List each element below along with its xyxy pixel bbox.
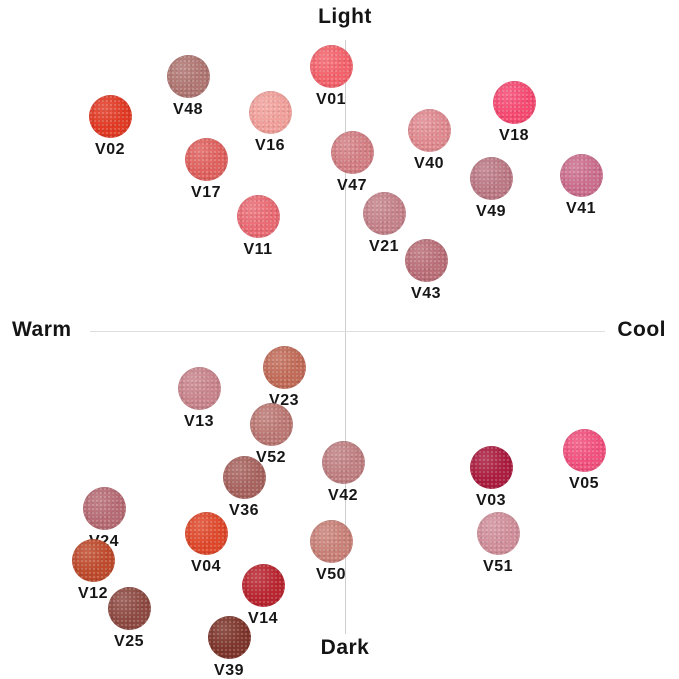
shade-point-v14: V14	[226, 563, 300, 628]
shade-point-v51: V51	[461, 511, 535, 576]
shade-swatch-v49	[469, 156, 513, 200]
shade-label-v41: V41	[566, 199, 596, 217]
shade-label-v18: V18	[499, 126, 529, 144]
shade-point-v02: V02	[73, 94, 147, 159]
shade-swatch-v40	[407, 108, 451, 152]
shade-label-v14: V14	[248, 609, 278, 627]
shade-swatch-v03	[469, 445, 513, 489]
shade-point-v47: V47	[315, 130, 389, 195]
axis-label-cool: Cool	[617, 318, 666, 341]
shade-label-v43: V43	[411, 284, 441, 302]
shade-swatch-v25	[107, 586, 151, 630]
shade-point-v17: V17	[169, 137, 243, 202]
shade-point-v13: V13	[162, 366, 236, 431]
shade-swatch-v04	[184, 511, 228, 555]
shade-swatch-v48	[166, 54, 210, 98]
shade-swatch-v36	[222, 455, 266, 499]
shade-label-v47: V47	[337, 176, 367, 194]
shade-swatch-v51	[476, 511, 520, 555]
shade-label-v04: V04	[191, 557, 221, 575]
shade-swatch-v52	[249, 402, 293, 446]
shade-swatch-v16	[248, 90, 292, 134]
shade-swatch-v12	[71, 538, 115, 582]
shade-point-v25: V25	[92, 586, 166, 651]
shade-label-v12: V12	[78, 584, 108, 602]
shade-swatch-v23	[262, 345, 306, 389]
shade-swatch-v39	[207, 615, 251, 659]
shade-label-v01: V01	[316, 90, 346, 108]
shade-point-v48: V48	[151, 54, 225, 119]
shade-point-v40: V40	[392, 108, 466, 173]
shade-label-v48: V48	[173, 100, 203, 118]
shade-label-v21: V21	[369, 237, 399, 255]
shade-label-v05: V05	[569, 474, 599, 492]
shade-label-v50: V50	[316, 565, 346, 583]
shade-point-v01: V01	[294, 44, 368, 109]
axis-label-dark: Dark	[320, 636, 370, 659]
shade-label-v52: V52	[256, 448, 286, 466]
shade-label-v36: V36	[229, 501, 259, 519]
shade-point-v50: V50	[294, 519, 368, 584]
shade-point-v05: V05	[547, 428, 621, 493]
shade-swatch-v43	[404, 238, 448, 282]
shade-swatch-v41	[559, 153, 603, 197]
shade-point-v04: V04	[169, 511, 243, 576]
shade-swatch-v24	[82, 486, 126, 530]
horizontal-axis-line	[90, 331, 605, 332]
shade-label-v51: V51	[483, 557, 513, 575]
shade-point-v41: V41	[544, 153, 618, 218]
shade-label-v16: V16	[255, 136, 285, 154]
shade-point-v42: V42	[306, 440, 380, 505]
shade-swatch-v21	[362, 191, 406, 235]
shade-swatch-v18	[492, 80, 536, 124]
axis-label-warm: Warm	[12, 318, 72, 341]
shade-swatch-v47	[330, 130, 374, 174]
shade-label-v40: V40	[414, 154, 444, 172]
shade-swatch-v01	[309, 44, 353, 88]
shade-swatch-v14	[241, 563, 285, 607]
shade-swatch-v42	[321, 440, 365, 484]
shade-label-v03: V03	[476, 491, 506, 509]
shade-swatch-v17	[184, 137, 228, 181]
shade-point-v03: V03	[454, 445, 528, 510]
shade-label-v49: V49	[476, 202, 506, 220]
shade-swatch-v11	[236, 194, 280, 238]
shade-label-v13: V13	[184, 412, 214, 430]
shade-point-v39: V39	[192, 615, 266, 679]
shade-point-v49: V49	[454, 156, 528, 221]
shade-point-v12: V12	[56, 538, 130, 603]
shade-point-v52: V52	[234, 402, 308, 467]
shade-label-v02: V02	[95, 140, 125, 158]
shade-swatch-v02	[88, 94, 132, 138]
shade-point-v11: V11	[221, 194, 295, 259]
shade-label-v11: V11	[243, 240, 273, 258]
shade-point-v23: V23	[247, 345, 321, 410]
shade-swatch-v13	[177, 366, 221, 410]
shade-point-v36: V36	[207, 455, 281, 520]
shade-label-v42: V42	[328, 486, 358, 504]
shade-point-v21: V21	[347, 191, 421, 256]
shade-point-v43: V43	[389, 238, 463, 303]
shade-label-v17: V17	[191, 183, 221, 201]
shade-swatch-v05	[562, 428, 606, 472]
shade-point-v16: V16	[233, 90, 307, 155]
vertical-axis-line	[345, 40, 346, 634]
shade-swatch-v50	[309, 519, 353, 563]
shade-label-v25: V25	[114, 632, 144, 650]
shade-label-v39: V39	[214, 661, 244, 679]
shade-point-v18: V18	[477, 80, 551, 145]
axis-label-light: Light	[318, 5, 372, 28]
